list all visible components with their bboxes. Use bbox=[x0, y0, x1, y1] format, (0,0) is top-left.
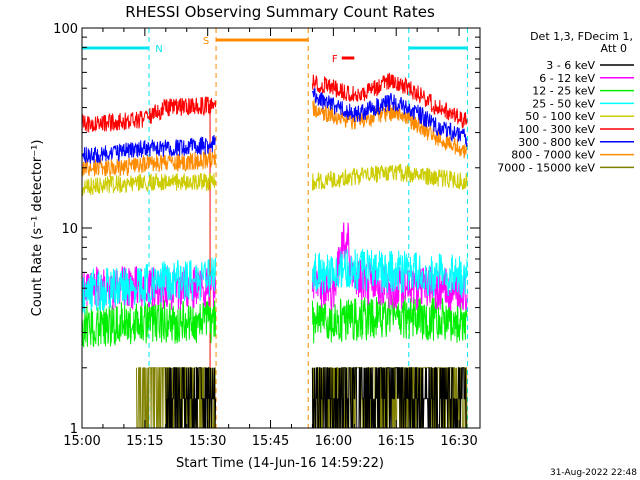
flag-label-s: S bbox=[203, 36, 209, 47]
legend-header: Det 1,3, FDecim 1, bbox=[530, 30, 633, 43]
series-line-12-25-kev bbox=[81, 299, 217, 348]
chart-title: RHESSI Observing Summary Count Rates bbox=[125, 3, 435, 21]
series-line-300-800-kev bbox=[81, 134, 217, 164]
series-line-300-800-kev bbox=[311, 87, 468, 147]
x-tick-label: 15:45 bbox=[252, 434, 289, 449]
legend-entry-label: 12 - 25 keV bbox=[532, 85, 595, 98]
x-tick-label: 15:30 bbox=[189, 434, 226, 449]
legend-entry-label: 6 - 12 keV bbox=[539, 72, 595, 85]
x-tick-label: 16:30 bbox=[440, 434, 477, 449]
y-tick-label: 1 bbox=[70, 422, 78, 437]
legend-entry-label: 3 - 6 keV bbox=[546, 59, 595, 72]
y-tick-label: 100 bbox=[53, 22, 78, 37]
legend-entry-label: 25 - 50 keV bbox=[532, 97, 595, 110]
series-line-25-50-kev bbox=[81, 257, 217, 314]
legend-entry-label: 800 - 7000 keV bbox=[511, 149, 595, 162]
axes-layer: 15:00 15:15 15:30 15:45 16:00 16:15 16:30 1 10 10… bbox=[53, 22, 481, 449]
legend-entry-label: 7000 - 15000 keV bbox=[497, 161, 595, 174]
series-line-800-7000-kev bbox=[311, 99, 468, 159]
series-layer bbox=[81, 72, 468, 429]
y-axis-label: Count Rate (s⁻¹ detector⁻¹) bbox=[30, 140, 45, 317]
series-line-50-100-kev bbox=[311, 163, 468, 191]
series-line-12-25-kev bbox=[311, 294, 468, 344]
timestamp: 31-Aug-2022 22:48 bbox=[550, 468, 637, 478]
x-tick-label: 15:15 bbox=[126, 434, 163, 449]
x-axis-label: Start Time (14-Jun-16 14:59:22) bbox=[176, 456, 384, 471]
series-line-100-300-kev bbox=[311, 72, 468, 129]
series-line-3-6-kev bbox=[165, 367, 217, 429]
y-tick-label: 10 bbox=[61, 222, 78, 237]
flag-label-f: F bbox=[332, 54, 338, 65]
x-tick-label: 16:15 bbox=[377, 434, 414, 449]
series-line-6-12-kev bbox=[311, 222, 468, 312]
legend-entry-label: 100 - 300 keV bbox=[518, 123, 595, 136]
legend-entry-label: 300 - 800 keV bbox=[518, 136, 595, 149]
series-line-3-6-kev bbox=[311, 367, 467, 429]
series-line-25-50-kev bbox=[311, 248, 468, 298]
series-line-800-7000-kev bbox=[81, 149, 217, 177]
series-line-50-100-kev bbox=[81, 172, 217, 196]
series-line-100-300-kev bbox=[81, 96, 217, 134]
x-tick-label: 15:00 bbox=[63, 434, 100, 449]
legend-entry-label: 50 - 100 keV bbox=[525, 110, 595, 123]
legend-header-sub: Att 0 bbox=[601, 42, 627, 55]
flag-label-n: N bbox=[155, 44, 162, 55]
x-tick-label: 16:00 bbox=[315, 434, 352, 449]
